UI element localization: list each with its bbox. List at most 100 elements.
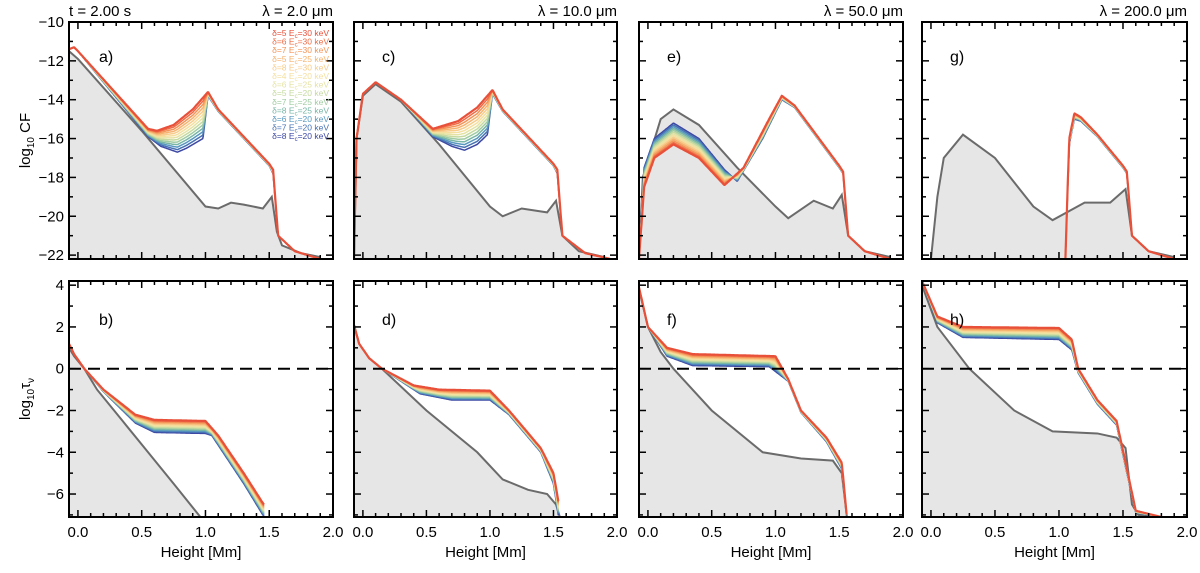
plot-area: [922, 281, 1187, 517]
reference-fill: [930, 134, 1175, 259]
legend-eq: =: [298, 123, 303, 133]
y-tick-label: −14: [39, 92, 64, 109]
panel-c: c) λ = 10.0 μm: [353, 3, 618, 260]
legend-entry: δ=8 Ec=25 keV: [272, 105, 329, 117]
legend-ec: 25 keV: [303, 80, 330, 90]
x-tick-label: 2.0: [607, 524, 628, 541]
panel-g: g) λ = 200.0 μm: [921, 3, 1188, 260]
wavelength-label: λ = 2.0 μm: [262, 3, 333, 20]
series-line-0: [639, 94, 891, 259]
reference-fill: [69, 51, 321, 259]
y-label-main: log: [17, 400, 34, 420]
legend-sub: c: [295, 68, 298, 74]
axes-frame: [353, 280, 618, 518]
y-tick-label: −22: [39, 247, 64, 264]
y-axis-label: log10 CF: [17, 113, 37, 168]
legend-sub: c: [295, 129, 298, 135]
legend-ec: 30 keV: [303, 37, 330, 47]
legend-eq: =: [298, 62, 303, 72]
legend-eq: =: [298, 88, 303, 98]
legend-e: E: [287, 54, 295, 64]
x-axis-label: Height [Mm]: [445, 544, 526, 561]
plot-area: [354, 324, 617, 517]
legend-eq: =: [298, 28, 303, 38]
x-tick-label: 0.5: [416, 524, 437, 541]
series-line-0: [354, 81, 611, 259]
wavelength-label: λ = 200.0 μm: [1100, 3, 1187, 20]
legend-entry: δ=6 Ec=25 keV: [272, 80, 329, 92]
panel-label: g): [950, 49, 964, 66]
legend-ec: 20 keV: [303, 131, 330, 141]
legend-sub: c: [295, 60, 298, 66]
legend-ec: 30 keV: [303, 28, 330, 38]
y-axis-label: log10τν: [17, 378, 37, 420]
y-label-tail: CF: [17, 113, 34, 137]
legend-sub: c: [295, 111, 298, 117]
panel-label: a): [99, 49, 113, 66]
legend-e: E: [287, 80, 295, 90]
legend-e: E: [287, 62, 295, 72]
y-tick-label: −12: [39, 53, 64, 70]
plot-area: [929, 112, 1175, 259]
legend-ec: 30 keV: [303, 62, 330, 72]
legend-sub: c: [295, 77, 298, 83]
time-label: t = 2.00 s: [69, 3, 131, 20]
legend-entry: δ=5 Ec=25 keV: [272, 54, 329, 66]
x-axis-label: Height [Mm]: [161, 544, 242, 561]
plot-area: [354, 81, 611, 259]
axes-frame: [353, 21, 618, 260]
legend-ec: 20 keV: [303, 114, 330, 124]
x-tick-label: 0.0: [352, 524, 373, 541]
x-tick-label: 2.0: [323, 524, 344, 541]
series-line-0: [1064, 112, 1175, 259]
y-label-tail-sub: ν: [26, 378, 37, 383]
legend-e: E: [287, 123, 295, 133]
legend-delta: δ=8: [272, 131, 287, 141]
y-tick-label: −18: [39, 169, 64, 186]
reference-fill: [69, 347, 201, 517]
legend-entry: δ=7 Ec=25 keV: [272, 97, 329, 109]
reference-fill: [354, 84, 605, 259]
x-tick-label: 0.5: [131, 524, 152, 541]
legend-e: E: [287, 105, 295, 115]
legend-e: E: [287, 71, 295, 81]
legend-e: E: [287, 28, 295, 38]
x-tick-label: 1.5: [259, 524, 280, 541]
panel-a: −10 −12 −14 −16 −18 −20 −22 log10 CF a) λ = 2.0 μ…: [17, 3, 334, 264]
legend-delta: δ=5: [272, 28, 287, 38]
panel-h: 0.0 0.5 1.0 1.5 2.0 Height [Mm] h): [921, 280, 1198, 561]
legend-ec: 25 keV: [303, 97, 330, 107]
x-tick-label: 2.0: [1177, 524, 1198, 541]
legend-e: E: [287, 88, 295, 98]
panel-d: 0.0 0.5 1.0 1.5 2.0 Height [Mm] d): [352, 280, 628, 561]
legend-entry: δ=8 Ec=30 keV: [272, 62, 329, 74]
panel-label: f): [667, 312, 677, 329]
legend-eq: =: [298, 54, 303, 64]
wavelength-label: λ = 10.0 μm: [538, 3, 617, 20]
x-axis-label: Height [Mm]: [1014, 544, 1095, 561]
legend-sub: c: [295, 137, 298, 143]
x-tick-label: 0.5: [985, 524, 1006, 541]
legend-eq: =: [298, 114, 303, 124]
panel-e: e) λ = 50.0 μm: [638, 3, 904, 260]
x-tick-label: 1.0: [765, 524, 786, 541]
x-tick-label: 1.0: [480, 524, 501, 541]
legend-delta: δ=6: [272, 114, 287, 124]
legend-delta: δ=5: [272, 88, 287, 98]
y-tick-label: 4: [56, 277, 64, 294]
x-tick-label: 1.0: [195, 524, 216, 541]
legend-sub: c: [295, 51, 298, 57]
panel-label: d): [382, 312, 396, 329]
axes-frame: [921, 21, 1188, 260]
y-tick-label: −16: [39, 131, 64, 148]
legend-entry: δ=6 Ec=30 keV: [272, 37, 329, 49]
axes-frame: [638, 21, 904, 260]
y-tick-label: −10: [39, 14, 64, 31]
legend-entry: δ=5 Ec=30 keV: [272, 28, 329, 40]
panel-label: h): [950, 312, 964, 329]
legend-eq: =: [298, 45, 303, 55]
legend-sub: c: [295, 34, 298, 40]
reference-line: [639, 289, 848, 517]
legend-delta: δ=6: [272, 80, 287, 90]
legend-eq: =: [298, 37, 303, 47]
